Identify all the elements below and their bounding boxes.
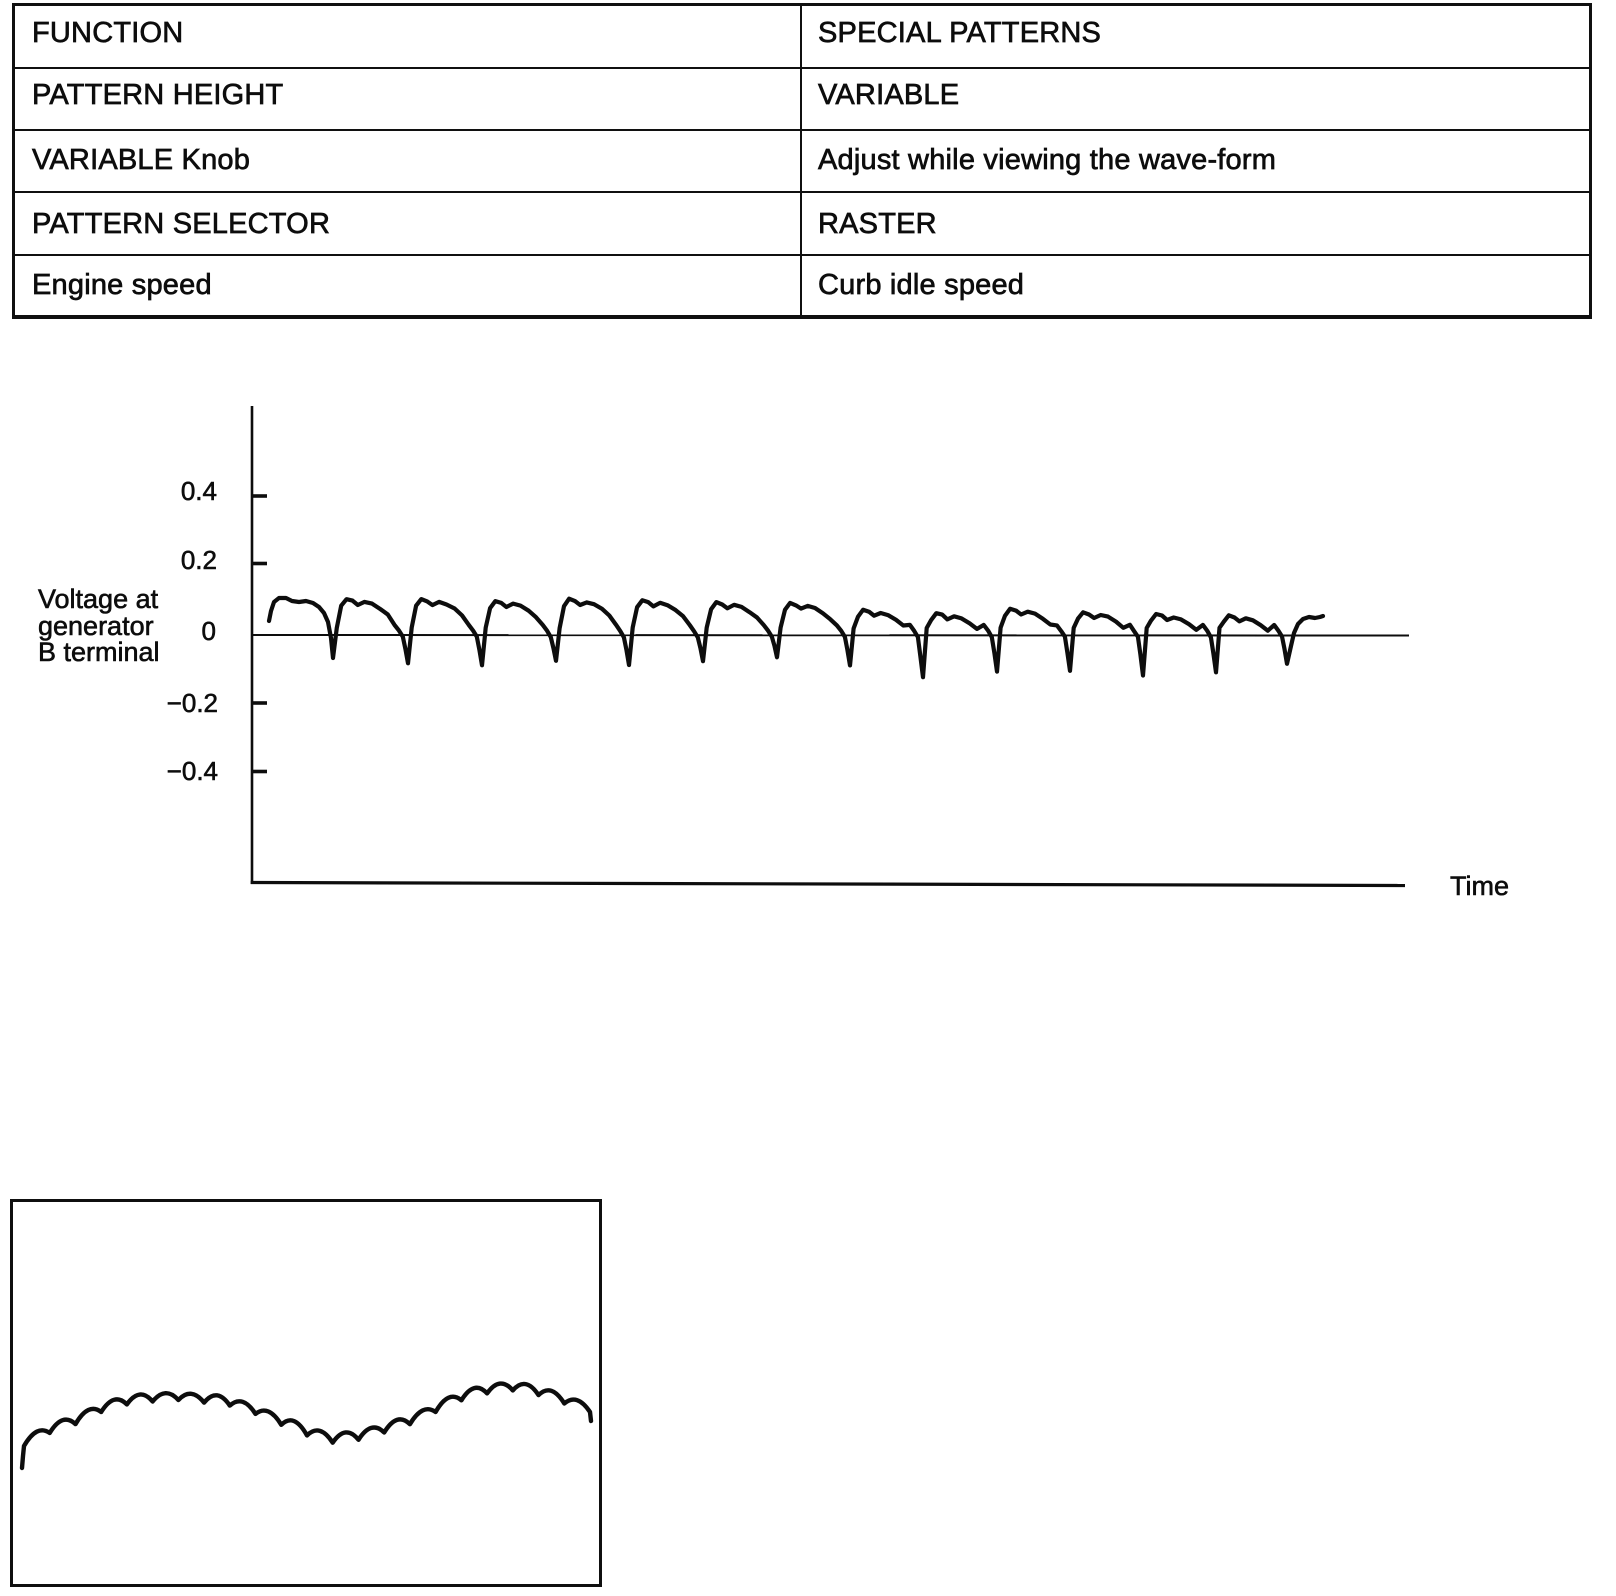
svg-text:0.2: 0.2 xyxy=(181,545,217,575)
svg-text:B terminal: B terminal xyxy=(38,637,160,667)
svg-text:0.4: 0.4 xyxy=(181,476,217,506)
svg-text:Voltage at: Voltage at xyxy=(38,584,159,614)
svg-text:−0.4: −0.4 xyxy=(167,756,218,786)
svg-text:Time: Time xyxy=(1450,871,1509,901)
svg-text:−0.2: −0.2 xyxy=(167,688,218,718)
svg-text:0: 0 xyxy=(202,616,216,646)
svg-text:generator: generator xyxy=(38,611,154,641)
